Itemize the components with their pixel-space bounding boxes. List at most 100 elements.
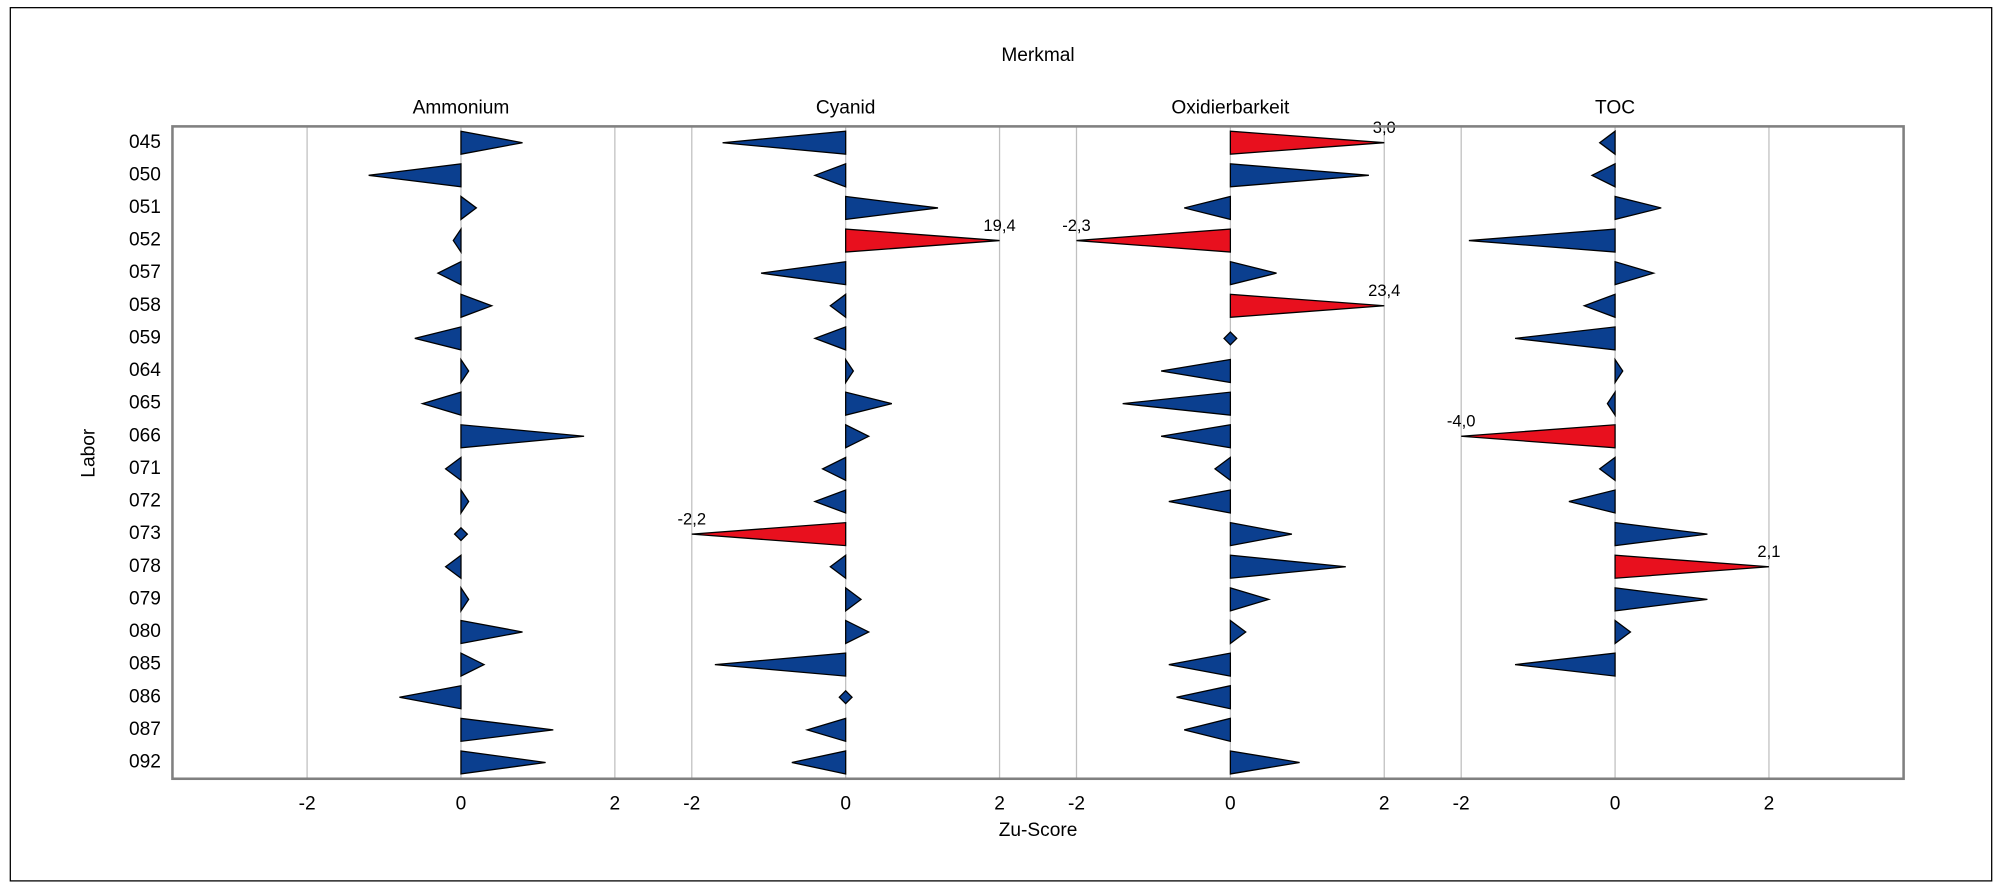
triangle <box>460 619 523 645</box>
x-tick-label: 2 <box>994 793 1005 814</box>
triangle <box>1614 521 1708 547</box>
triangle <box>1606 390 1616 418</box>
x-tick-label: -2 <box>1068 793 1085 814</box>
y-tick-label: 072 <box>129 491 161 512</box>
triangle <box>1614 619 1632 645</box>
triangle <box>845 423 871 449</box>
triangle <box>829 553 847 580</box>
value-label: 19,4 <box>983 216 1015 235</box>
x-tick-label: 0 <box>456 793 467 814</box>
triangle <box>1122 391 1232 416</box>
triangle <box>1184 717 1232 743</box>
triangle <box>1176 684 1232 710</box>
panel-title: Oxidierbarkeit <box>1171 98 1290 119</box>
value-label: 2,1 <box>1757 542 1780 561</box>
grid <box>306 126 1770 779</box>
x-tick-label: 2 <box>1764 793 1775 814</box>
outlier-triangle <box>845 228 1000 253</box>
triangle <box>804 717 847 743</box>
triangle <box>460 717 554 743</box>
y-tick-label: 059 <box>129 327 161 348</box>
panel-title: Ammonium <box>413 98 510 119</box>
triangle <box>1184 195 1232 221</box>
plot-frame <box>171 125 1905 781</box>
triangle <box>368 163 462 188</box>
chart-title: Merkmal <box>1001 45 1074 66</box>
triangle <box>829 293 847 319</box>
triangle <box>1168 489 1232 514</box>
triangle <box>791 750 847 775</box>
triangle <box>1590 162 1616 188</box>
triangle <box>399 684 462 710</box>
triangle <box>722 130 847 155</box>
y-tick-label: 092 <box>129 752 161 773</box>
triangle <box>420 391 462 416</box>
triangle <box>460 130 523 155</box>
triangle <box>838 689 853 705</box>
panel-title: Cyanid <box>816 98 876 119</box>
triangle <box>813 489 847 514</box>
outlier-triangle <box>1076 228 1232 253</box>
x-tick-label: -2 <box>683 793 700 814</box>
triangle <box>1568 489 1616 514</box>
triangle <box>1582 293 1616 319</box>
y-tick-label: 073 <box>129 523 161 544</box>
triangle <box>453 526 469 542</box>
y-tick-label: 078 <box>129 556 161 577</box>
triangle <box>436 260 462 286</box>
triangle <box>460 424 585 449</box>
y-tick-label: 071 <box>129 458 161 479</box>
y-tick-label: 052 <box>129 230 161 251</box>
triangle <box>1598 129 1616 156</box>
y-tick-label: 080 <box>129 621 161 642</box>
triangle <box>1514 652 1616 677</box>
value-label: -4,0 <box>1447 412 1476 431</box>
x-axis-label: Zu-Score <box>999 820 1078 841</box>
x-tick-label: 0 <box>840 793 851 814</box>
triangle <box>460 293 494 319</box>
y-tick-label: 086 <box>129 686 161 707</box>
triangle <box>1229 260 1277 286</box>
y-tick-label: 085 <box>129 654 161 675</box>
triangle <box>452 226 462 255</box>
triangle <box>460 750 546 775</box>
y-tick-label: 057 <box>129 262 161 283</box>
triangle <box>1514 326 1616 351</box>
triangle <box>821 456 847 482</box>
x-tick-label: -2 <box>299 793 316 814</box>
triangle <box>760 260 847 286</box>
triangle <box>845 391 892 416</box>
y-tick-label: 066 <box>129 425 161 446</box>
y-tick-label: 064 <box>129 360 161 381</box>
panel-title: TOC <box>1595 98 1635 119</box>
x-tick-label: 2 <box>610 793 621 814</box>
y-axis-label: Labor <box>79 428 100 478</box>
triangle <box>460 585 470 613</box>
x-tick-label: -2 <box>1453 793 1470 814</box>
x-tick-label: 2 <box>1379 793 1390 814</box>
triangle <box>1168 652 1232 677</box>
triangle <box>1229 619 1247 645</box>
triangle <box>1229 750 1300 775</box>
triangle <box>1614 260 1656 286</box>
triangle <box>1229 554 1346 579</box>
triangle <box>1229 163 1369 188</box>
value-label: -2,2 <box>678 509 707 528</box>
outlier-triangle <box>1614 554 1769 579</box>
triangle <box>1161 358 1232 384</box>
y-tick-label: 051 <box>129 197 161 218</box>
triangle <box>1614 587 1708 612</box>
triangle <box>460 357 470 385</box>
triangle <box>460 487 470 516</box>
triangle <box>845 195 939 221</box>
triangle <box>1223 331 1238 346</box>
triangle <box>1614 357 1624 385</box>
triangle <box>1468 228 1616 253</box>
y-tick-label: 065 <box>129 393 161 414</box>
outlier-triangle <box>691 521 847 547</box>
x-tick-label: 0 <box>1610 793 1621 814</box>
outlier-triangle <box>1461 424 1616 449</box>
y-tick-label: 079 <box>129 588 161 609</box>
outer-frame <box>9 7 1993 882</box>
